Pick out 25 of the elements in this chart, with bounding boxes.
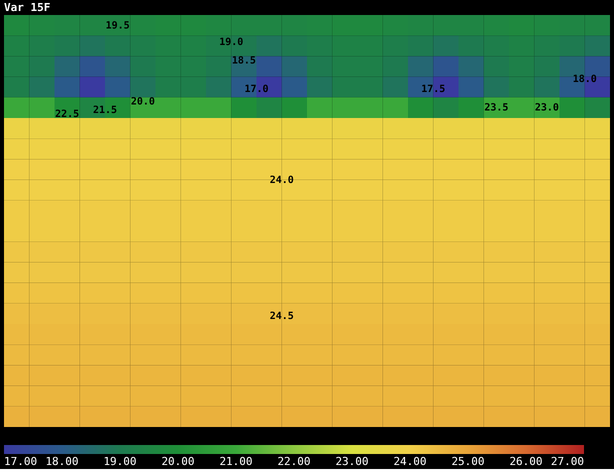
color-bar-label: 17.00 xyxy=(4,455,38,468)
annotation: 23.0 xyxy=(534,102,559,114)
annotation: 20.0 xyxy=(130,96,155,108)
color-bar-label: 19.00 xyxy=(103,455,137,468)
color-bar-label: 26.00 xyxy=(509,455,543,468)
annotation: 18.0 xyxy=(572,74,597,85)
color-bar-label: 18.00 xyxy=(45,455,79,468)
annotation: 24.5 xyxy=(270,310,294,322)
color-bar-label: 23.00 xyxy=(335,455,369,468)
annotation: 19.0 xyxy=(219,36,244,48)
color-bar-label: 22.00 xyxy=(277,455,311,468)
color-bar-label: 24.00 xyxy=(393,455,427,468)
chart-title: Var 15F xyxy=(4,1,50,14)
annotation: 24.0 xyxy=(270,174,294,186)
color-bar-label: 25.00 xyxy=(451,455,485,468)
color-bar-label: 20.00 xyxy=(161,455,195,468)
color-bar-label: 27.00 xyxy=(550,455,584,468)
annotation: 23.5 xyxy=(484,102,508,114)
color-bar-label: 21.00 xyxy=(219,455,253,468)
annotation: 17.5 xyxy=(421,84,446,96)
annotation: 21.5 xyxy=(92,104,118,116)
annotation: 22.5 xyxy=(55,108,80,120)
annotation: 19.5 xyxy=(106,20,130,32)
annotation: 18.5 xyxy=(232,55,256,66)
annotation: 17.0 xyxy=(244,84,269,96)
